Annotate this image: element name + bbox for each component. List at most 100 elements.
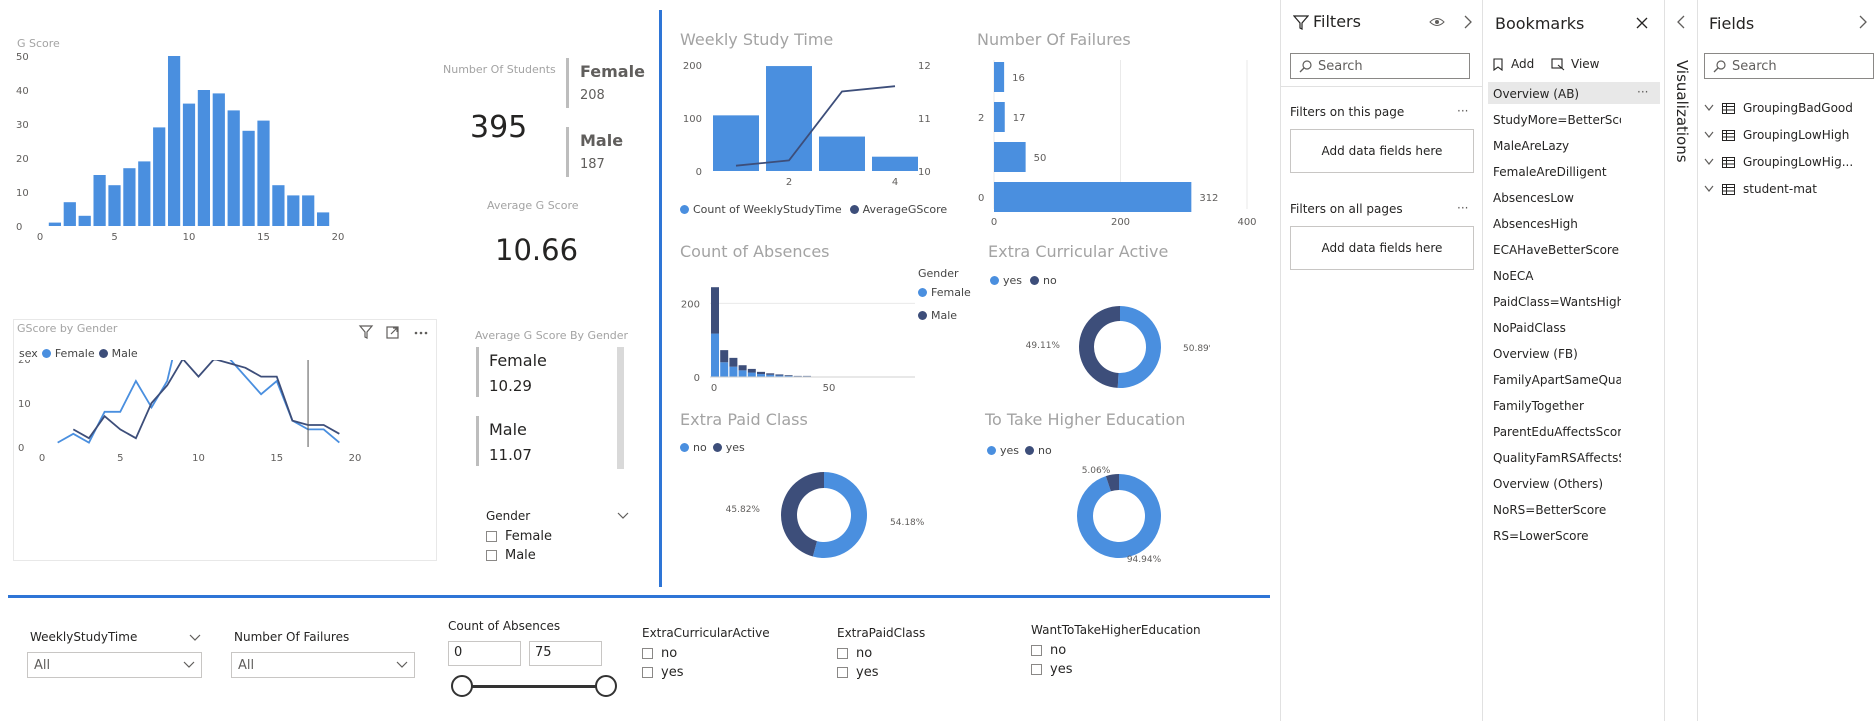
checkbox[interactable] xyxy=(837,667,848,678)
bookmark-item[interactable]: RS=LowerScore xyxy=(1493,529,1589,543)
checkbox[interactable] xyxy=(642,648,653,659)
gender-line-frame[interactable] xyxy=(13,319,437,561)
bookmark-item[interactable]: NoRS=BetterScore xyxy=(1493,503,1607,517)
y-tick-label: 0 xyxy=(16,222,22,233)
checkbox[interactable] xyxy=(486,531,497,542)
chevron-down-icon[interactable] xyxy=(189,634,201,642)
gender-slicer-title: Gender xyxy=(486,509,531,523)
bookmark-item[interactable]: NoPaidClass xyxy=(1493,321,1566,335)
avg-card-value: 10.66 xyxy=(495,233,579,267)
eca-option-no[interactable]: no xyxy=(642,646,677,661)
filter-icon[interactable] xyxy=(358,325,374,339)
legend-bar-label: Count of WeeklyStudyTime xyxy=(693,203,842,216)
bookmark-item[interactable]: FamilyTogether xyxy=(1493,399,1584,413)
more-options-icon[interactable]: ··· xyxy=(1457,104,1469,118)
higher-title: To Take Higher Education xyxy=(985,410,1186,429)
weekly-dropdown[interactable]: All xyxy=(27,652,202,678)
abs-slider-min-handle[interactable] xyxy=(451,675,473,697)
horizontal-divider xyxy=(8,595,1270,598)
filters-all-drop-zone[interactable]: Add data fields here xyxy=(1290,226,1474,270)
legend-female-label: Female xyxy=(54,347,95,360)
weekly-chart[interactable]: 0 100 200 10 11 12 2 4 xyxy=(670,55,940,200)
legend-no-dot xyxy=(1030,276,1040,285)
chevron-down-icon xyxy=(1704,158,1714,165)
absences-bar-male xyxy=(711,287,719,334)
legend-no-label: no xyxy=(693,441,707,454)
fields-search-input[interactable]: Search xyxy=(1704,53,1874,79)
bookmark-item[interactable]: MaleAreLazy xyxy=(1493,139,1570,153)
bookmark-item[interactable]: Overview (AB) xyxy=(1493,87,1580,101)
checkbox[interactable] xyxy=(1031,664,1042,675)
gender-option-female[interactable]: Female xyxy=(486,529,552,544)
abs-slider-max-handle[interactable] xyxy=(595,675,617,697)
field-table-item[interactable]: GroupingLowHig... xyxy=(1704,155,1853,169)
higher-donut[interactable]: 94.94% 5.06% xyxy=(1050,460,1210,570)
more-options-icon[interactable] xyxy=(414,331,428,335)
higher-option-no[interactable]: no xyxy=(1031,643,1066,658)
avg-gender-scrollbar[interactable] xyxy=(617,347,624,469)
gender-line-title: GScore by Gender xyxy=(17,322,118,335)
filter-icon xyxy=(1293,15,1309,30)
eye-icon[interactable] xyxy=(1429,16,1445,28)
paid-option-yes[interactable]: yes xyxy=(837,665,878,680)
visualizations-pane-collapsed[interactable]: Visualizations xyxy=(1664,0,1697,721)
failures-bar xyxy=(994,62,1005,92)
higher-option-yes[interactable]: yes xyxy=(1031,662,1072,677)
abs-min-input[interactable]: 0 xyxy=(448,641,521,666)
bookmark-item[interactable]: Overview (FB) xyxy=(1493,347,1578,361)
eca-donut[interactable]: 50.89% 49.11% xyxy=(1010,290,1210,400)
histogram-bar xyxy=(212,93,225,227)
checkbox[interactable] xyxy=(1031,645,1042,656)
paid-option-no[interactable]: no xyxy=(837,646,872,661)
add-bookmark-button[interactable]: Add xyxy=(1493,57,1534,71)
avg-male-label: Male xyxy=(489,420,527,439)
view-bookmark-button[interactable]: View xyxy=(1551,57,1599,71)
bookmark-item[interactable]: StudyMore=BetterSco... xyxy=(1493,113,1621,127)
eca-option-yes[interactable]: yes xyxy=(642,665,683,680)
gender-option-male[interactable]: Male xyxy=(486,548,536,563)
bookmark-item[interactable]: Overview (Others) xyxy=(1493,477,1603,491)
chevron-down-icon xyxy=(183,661,195,668)
bookmark-item[interactable]: FamilyApartSameQual... xyxy=(1493,373,1621,387)
bookmark-item[interactable]: ECAHaveBetterScore xyxy=(1493,243,1619,257)
bookmark-item[interactable]: NoECA xyxy=(1493,269,1534,283)
abs-slider-track[interactable] xyxy=(463,685,606,688)
chevron-right-icon[interactable] xyxy=(1463,15,1473,29)
bookmark-item[interactable]: ParentEduAffectsScores xyxy=(1493,425,1621,439)
field-table-item[interactable]: student-mat xyxy=(1704,182,1817,196)
filters-page-drop-zone[interactable]: Add data fields here xyxy=(1290,129,1474,173)
checkbox[interactable] xyxy=(837,648,848,659)
failures-chart[interactable]: 0 200 400 16 17 50 312 2 0 xyxy=(975,55,1275,235)
field-table-item[interactable]: GroupingLowHigh xyxy=(1704,128,1849,142)
legend-yes-dot xyxy=(990,276,999,285)
fail-dropdown[interactable]: All xyxy=(231,652,415,678)
x-tick-label: 200 xyxy=(1111,217,1130,228)
chevron-right-icon[interactable] xyxy=(1858,15,1868,29)
more-options-icon[interactable]: ··· xyxy=(1637,85,1649,99)
paid-donut[interactable]: 54.18% 45.82% xyxy=(720,460,940,570)
absences-chart[interactable]: 0 200 0 50 xyxy=(670,280,920,400)
search-placeholder: Search xyxy=(1318,58,1363,74)
chevron-down-icon xyxy=(1704,185,1714,192)
histogram-chart[interactable]: 0 10 20 30 40 50 0 5 10 15 20 xyxy=(0,50,420,290)
field-table-item[interactable]: GroupingBadGood xyxy=(1704,101,1853,115)
option-label: yes xyxy=(1050,662,1073,677)
y-tick-label: 0 xyxy=(18,443,24,454)
chevron-left-icon[interactable] xyxy=(1676,15,1686,29)
more-options-icon[interactable]: ··· xyxy=(1457,201,1469,215)
bookmark-item[interactable]: AbsencesLow xyxy=(1493,191,1574,205)
y-tick-label: 20 xyxy=(18,360,31,366)
focus-mode-icon[interactable] xyxy=(386,326,399,339)
filters-search-input[interactable]: Search xyxy=(1290,53,1470,79)
bookmark-item[interactable]: AbsencesHigh xyxy=(1493,217,1578,231)
checkbox[interactable] xyxy=(486,550,497,561)
abs-max-input[interactable]: 75 xyxy=(529,641,602,666)
bookmark-item[interactable]: FemaleAreDilligent xyxy=(1493,165,1607,179)
checkbox[interactable] xyxy=(642,667,653,678)
gender-line-chart[interactable]: 010203005101520 xyxy=(0,360,440,560)
bookmark-item[interactable]: PaidClass=WantsHigh... xyxy=(1493,295,1621,309)
eca-slicer-label: ExtraCurricularActive xyxy=(642,626,770,640)
close-icon[interactable] xyxy=(1636,17,1648,29)
bookmark-item[interactable]: QualityFamRSAffectsS... xyxy=(1493,451,1621,465)
chevron-down-icon[interactable] xyxy=(617,512,629,520)
